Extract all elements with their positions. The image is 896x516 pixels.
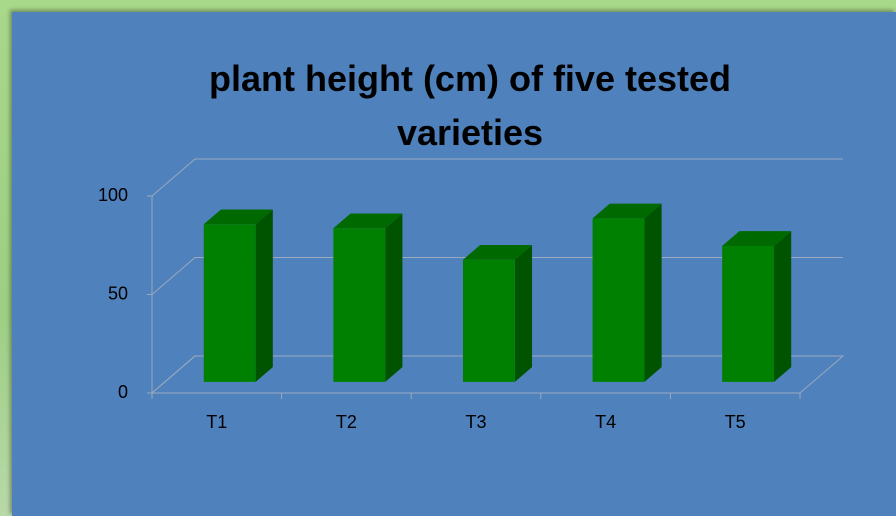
bar [333,213,403,382]
y-tick-label: 50 [108,283,128,303]
bar [722,231,792,382]
x-tick-label: T3 [465,412,486,432]
bar [462,244,533,382]
bar-front [203,224,256,382]
bar-front [333,228,386,382]
chart-title: plant height (cm) of five tested varieti… [208,58,732,153]
x-tick-label: T1 [206,412,227,432]
bar-side [644,203,662,382]
bar-front [722,245,775,382]
bar [592,203,662,382]
grid-line [151,158,843,197]
y-tick-label: 100 [98,185,128,205]
bar-top [462,244,533,260]
bar-side [385,213,403,382]
y-tick-label: 0 [118,382,128,402]
bar-top [592,203,662,219]
bar-top [203,209,273,225]
bar-front [462,259,515,382]
bar-side [255,209,273,382]
bar [203,209,273,382]
bar-side [514,244,533,382]
x-tick-label: T5 [725,412,746,432]
bar-top [333,213,403,229]
bar-front [592,218,645,382]
bar-top [722,231,792,246]
bar-side [774,231,792,382]
x-tick-label: T2 [336,412,357,432]
x-tick-label: T4 [595,412,616,432]
